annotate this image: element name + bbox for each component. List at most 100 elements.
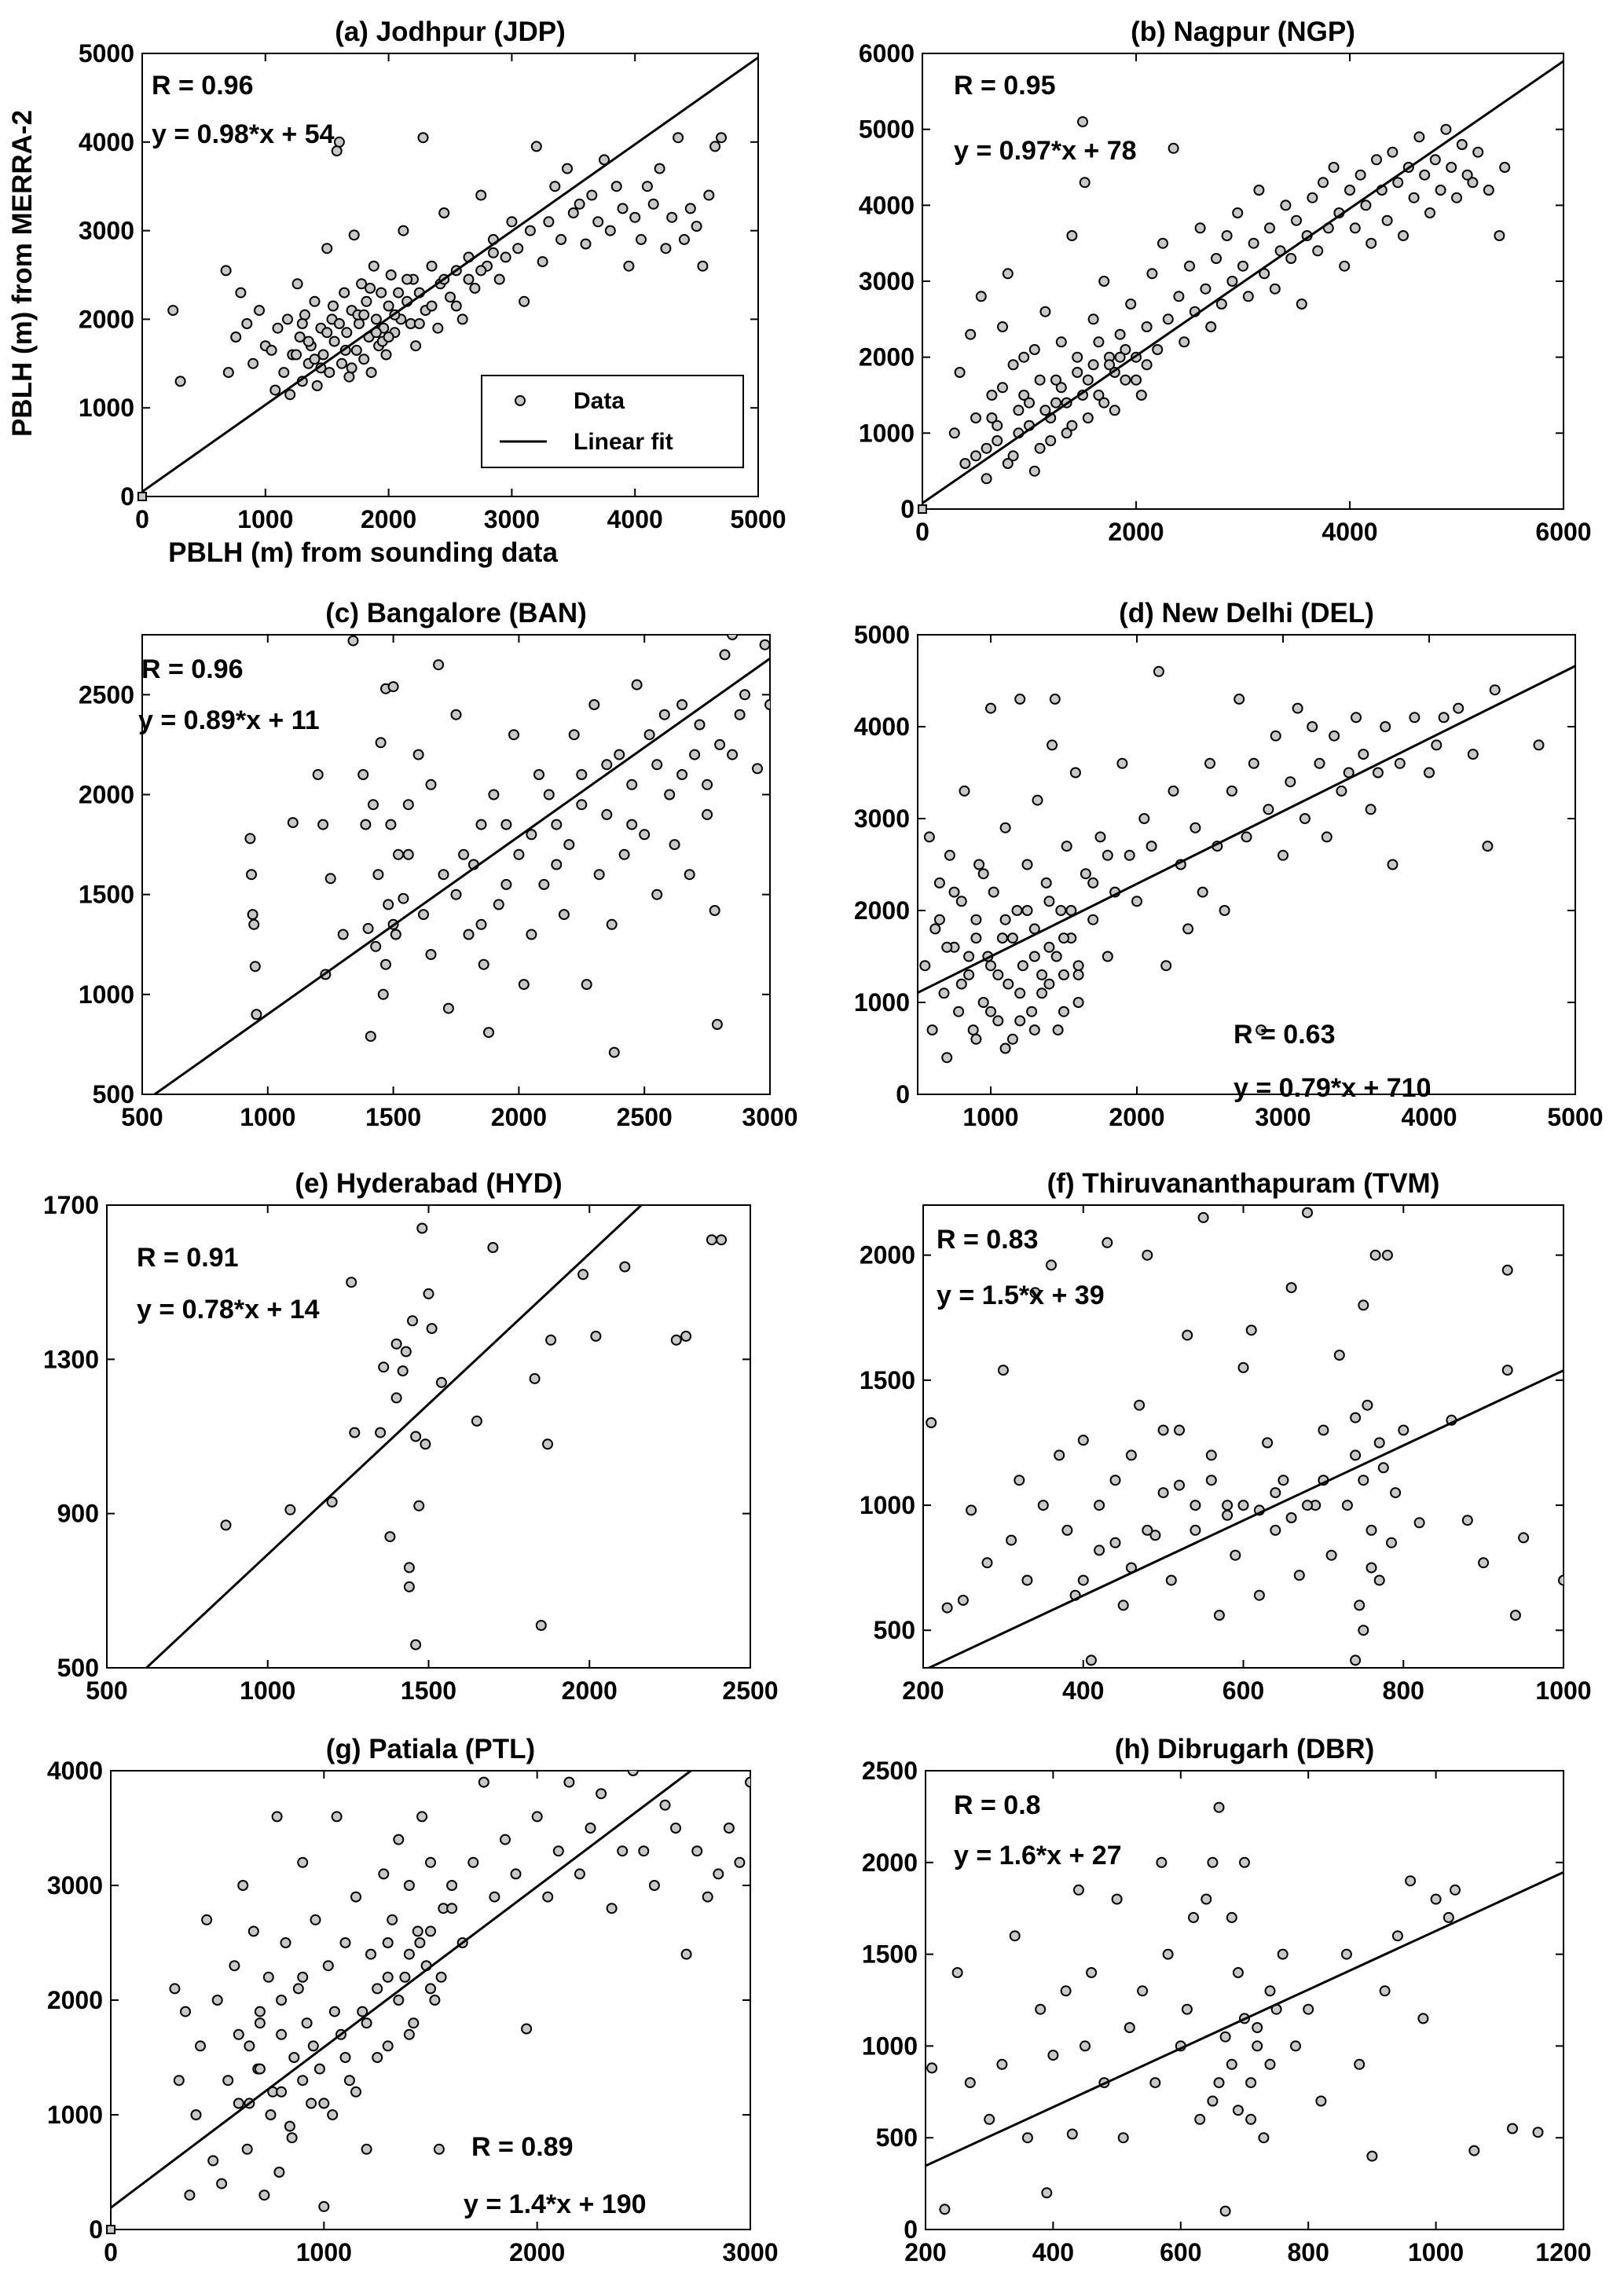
panel-c-data-point bbox=[433, 659, 445, 671]
panel-b-data-point bbox=[1018, 351, 1030, 363]
panel-f-data-point bbox=[1358, 1299, 1369, 1311]
panel-f-fit-line bbox=[926, 1369, 1564, 1668]
panel-e-data-point bbox=[346, 1277, 357, 1288]
panel-c-data-point bbox=[664, 789, 676, 801]
panel-b-data-point bbox=[1055, 382, 1067, 394]
panel-g-data-point bbox=[313, 2063, 325, 2075]
panel-d-data-point bbox=[985, 702, 996, 714]
panel-c-data-point bbox=[538, 878, 550, 890]
panel-a-xtick-label: 5000 bbox=[730, 505, 786, 533]
panel-b-data-point bbox=[1135, 390, 1147, 401]
panel-b-data-point bbox=[1200, 283, 1212, 295]
panel-e-data-point bbox=[435, 1376, 447, 1388]
panel-h-data-point bbox=[1035, 2003, 1047, 2015]
panel-a-data-point bbox=[365, 367, 377, 379]
panel-d-data-point bbox=[1036, 969, 1048, 980]
panel-c-data-point bbox=[719, 649, 731, 661]
panel-a-data-point bbox=[346, 362, 357, 374]
panel-g-data-point bbox=[408, 2017, 420, 2029]
panel-d-data-point bbox=[1021, 859, 1033, 870]
legend-data-marker bbox=[515, 395, 526, 406]
panel-c-data-point bbox=[626, 819, 638, 830]
panel-c-ytick-label: 2000 bbox=[79, 780, 134, 808]
panel-b-data-point bbox=[1045, 435, 1057, 446]
panel-h-data-point bbox=[939, 2204, 951, 2215]
panel-h-data-point bbox=[1232, 1967, 1244, 1978]
panel-c-data-point bbox=[360, 819, 372, 830]
panel-d-data-point bbox=[1329, 730, 1340, 742]
panel-h-data-point bbox=[1264, 1985, 1276, 1997]
panel-d-data-point bbox=[985, 960, 996, 972]
panel-g-data-point bbox=[284, 2120, 295, 2132]
panel-b-xtick-label: 4000 bbox=[1322, 518, 1377, 546]
panel-b-data-point bbox=[1082, 412, 1094, 423]
panel-c-data-point bbox=[709, 905, 720, 916]
panel-f-data-point bbox=[1245, 1325, 1257, 1336]
panel-c-data-point bbox=[676, 769, 688, 780]
panel-c-data-point bbox=[711, 1019, 723, 1030]
panel-c-data-point bbox=[658, 709, 670, 720]
panel-g-data-point bbox=[393, 1834, 405, 1845]
panel-d-data-point bbox=[996, 932, 1008, 944]
panel-f-data-point bbox=[1109, 1475, 1121, 1486]
panel-f-xtick-label: 400 bbox=[1062, 1676, 1104, 1705]
panel-a-data-point bbox=[524, 225, 536, 236]
panel-e-data-point bbox=[400, 1346, 412, 1358]
panel-b-data-point bbox=[1050, 374, 1061, 386]
panel-f-data-point bbox=[1501, 1264, 1513, 1276]
panel-f-data-point bbox=[1182, 1329, 1193, 1341]
panel-h-data-point bbox=[1117, 2132, 1129, 2144]
panel-c-data-point bbox=[287, 817, 299, 829]
panel-d-data-point bbox=[1285, 776, 1296, 788]
panel-a-data-point bbox=[463, 273, 475, 285]
panel-f-axes-frame bbox=[922, 1204, 1564, 1669]
panel-c-data-point bbox=[606, 918, 618, 930]
panel-h-data-point bbox=[1219, 2031, 1231, 2043]
panel-a-data-point bbox=[385, 269, 397, 280]
panel-h-data-point bbox=[1041, 2187, 1053, 2199]
panel-g-data-point bbox=[382, 2040, 394, 2052]
panel-b-data-point bbox=[1087, 359, 1099, 371]
panel-f-data-point bbox=[1318, 1424, 1329, 1436]
panel-d-data-point bbox=[926, 1024, 938, 1036]
panel-a-data-point bbox=[336, 357, 347, 369]
panel-f-data-point bbox=[1293, 1570, 1305, 1581]
panel-g-data-point bbox=[328, 2006, 340, 2017]
panel-d-data-point bbox=[1138, 813, 1150, 824]
panel-d-data-point bbox=[1003, 978, 1014, 990]
panel-f-r-value: R = 0.83 bbox=[937, 1225, 1038, 1255]
panel-a-data-point bbox=[574, 198, 585, 210]
panel-a-data-point bbox=[294, 332, 306, 343]
panel-f-data-point bbox=[1366, 1524, 1377, 1536]
panel-f-data-point bbox=[1205, 1449, 1217, 1461]
panel-b-data-point bbox=[948, 427, 960, 439]
panel-d-data-point bbox=[1153, 665, 1164, 677]
panel-a-data-point bbox=[647, 198, 659, 210]
panel-h-data-point bbox=[1417, 2013, 1429, 2024]
panel-d-data-point bbox=[1017, 960, 1028, 972]
panel-a-r-value: R = 0.96 bbox=[152, 71, 253, 101]
panel-g-ytick-label: 1000 bbox=[47, 2101, 103, 2129]
panel-a-data-point bbox=[567, 207, 579, 218]
panel-b-ytick-label: 4000 bbox=[859, 191, 915, 219]
panel-g-data-point bbox=[280, 1937, 291, 1948]
panel-a-data-point bbox=[401, 273, 413, 285]
panel-g-data-point bbox=[713, 1868, 724, 1880]
panel-h-xtick-label: 1000 bbox=[1408, 2238, 1464, 2266]
panel-b-ytick-label: 0 bbox=[900, 495, 915, 523]
panel-b-data-point bbox=[1381, 214, 1393, 226]
panel-d-xtick-label: 3000 bbox=[1255, 1103, 1311, 1131]
panel-a-ytick-label: 4000 bbox=[79, 128, 134, 156]
panel-a-data-point bbox=[543, 216, 555, 228]
panel-c-data-point bbox=[337, 929, 349, 940]
panel-d-data-point bbox=[1182, 923, 1194, 935]
panel-a-data-point bbox=[278, 367, 290, 379]
panel-g-data-point bbox=[357, 2006, 368, 2017]
panel-h-data-point bbox=[1264, 2058, 1276, 2070]
panel-f-data-point bbox=[1386, 1537, 1397, 1548]
panel-d-data-point bbox=[970, 1033, 982, 1045]
panel-c-data-point bbox=[601, 808, 613, 820]
panel-g-data-point bbox=[365, 1948, 376, 1960]
panel-a-data-point bbox=[269, 384, 281, 396]
